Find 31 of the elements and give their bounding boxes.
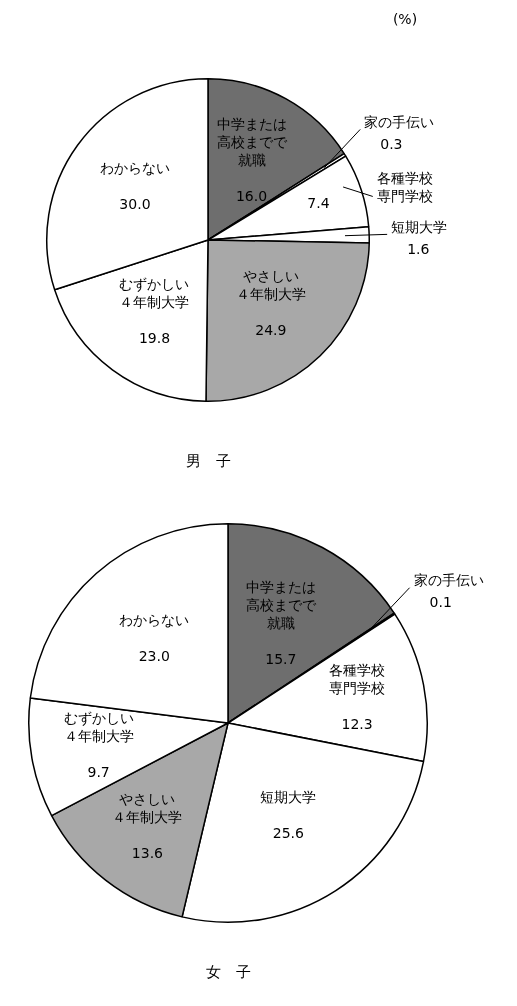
data-label: 15.7 bbox=[265, 651, 297, 668]
slice-label: 各種学校専門学校 bbox=[376, 170, 433, 205]
slice-label: 家の手伝い bbox=[364, 114, 435, 131]
data-label: 19.8 bbox=[138, 330, 171, 347]
slice-label: 中学または高校までで就職 bbox=[245, 579, 317, 632]
slice-label: わからない bbox=[99, 159, 170, 176]
data-label: 24.9 bbox=[255, 322, 287, 339]
data-label: 23.0 bbox=[138, 647, 170, 664]
slice-label: 家の手伝い bbox=[413, 572, 484, 589]
slice-label: むずかしい４年制大学 bbox=[63, 710, 134, 745]
data-label: 12.3 bbox=[341, 715, 373, 732]
text: (%) bbox=[392, 10, 418, 27]
slice-label: 短期大学 bbox=[260, 789, 317, 806]
slice-label: 中学または高校までで就職 bbox=[216, 115, 288, 168]
text: 男 子 bbox=[185, 451, 231, 470]
data-label: 7.4 bbox=[307, 194, 330, 211]
data-label: 9.7 bbox=[87, 764, 110, 781]
slice-label: わからない bbox=[119, 611, 190, 628]
slice-label: 短期大学 bbox=[391, 219, 448, 236]
data-label: 0.1 bbox=[429, 594, 452, 611]
data-label: 0.3 bbox=[380, 136, 403, 153]
text: 女 子 bbox=[205, 962, 251, 981]
data-label: 16.0 bbox=[235, 187, 268, 204]
data-label: 30.0 bbox=[119, 195, 151, 212]
data-label: 25.6 bbox=[272, 825, 305, 842]
data-label: 13.6 bbox=[131, 844, 164, 861]
slice-label: むずかしい４年制大学 bbox=[119, 276, 190, 311]
slice-label: やさしい４年制大学 bbox=[235, 268, 306, 303]
data-label: 1.6 bbox=[407, 241, 430, 258]
slice-label: 各種学校専門学校 bbox=[329, 661, 386, 696]
slice-label: やさしい４年制大学 bbox=[112, 790, 183, 825]
